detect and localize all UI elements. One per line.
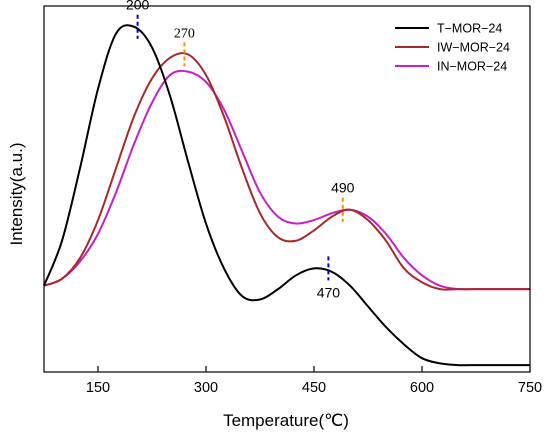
series-layer	[43, 24, 530, 367]
x-tick-label: 600	[410, 380, 434, 396]
annotation-label: 270	[174, 26, 195, 41]
x-tick-label: 450	[302, 380, 326, 396]
series-line-1	[43, 52, 530, 291]
y-axis-title: Intensity(a.u.)	[7, 143, 26, 246]
series-line-0	[43, 24, 530, 367]
plot-frame	[43, 5, 531, 373]
legend-label: IN−MOR−24	[437, 60, 507, 74]
annotation-label: 470	[317, 284, 341, 300]
annotation-label: 490	[331, 180, 355, 196]
legend: T−MOR−24 IW−MOR−24 IN−MOR−24	[395, 22, 510, 74]
x-tick-label: 150	[86, 380, 110, 396]
legend-label: IW−MOR−24	[437, 41, 510, 55]
x-axis-title: Temperature(℃)	[223, 411, 349, 430]
axis-layer: 150 300 450 600 750	[43, 5, 542, 396]
x-tick-label: 750	[518, 380, 542, 396]
legend-label: T−MOR−24	[437, 22, 502, 36]
x-tick-label: 300	[194, 380, 218, 396]
series-line-2	[43, 69, 530, 291]
